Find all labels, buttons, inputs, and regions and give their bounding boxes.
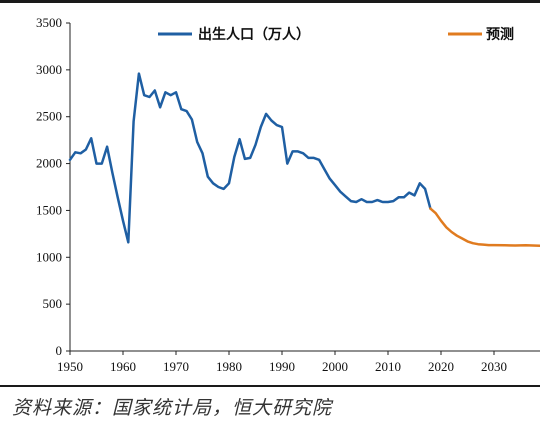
x-tick-label: 2020 xyxy=(428,359,454,374)
top-border xyxy=(0,0,540,3)
birth-population-line xyxy=(68,72,432,244)
x-tick-label: 1990 xyxy=(269,359,295,374)
y-tick-label: 1000 xyxy=(36,249,62,264)
x-tick-label: 1960 xyxy=(110,359,136,374)
y-tick-label: 3500 xyxy=(36,15,62,30)
birth-population-chart: 0 500 1000 1500 2000 2500 3000 3500 1950 1960 1970… xyxy=(36,15,540,374)
bottom-border xyxy=(0,385,540,387)
y-tick-label: 1500 xyxy=(36,202,62,217)
x-tick-label: 1970 xyxy=(163,359,189,374)
x-tick-label: 2000 xyxy=(322,359,348,374)
x-tick-label: 2010 xyxy=(375,359,401,374)
y-tick-label: 500 xyxy=(43,296,63,311)
y-tick-label: 3000 xyxy=(36,62,62,77)
forecast-line xyxy=(429,207,540,247)
y-tick-label: 2500 xyxy=(36,109,62,124)
y-tick-label: 2000 xyxy=(36,156,62,171)
legend-label: 出生人口（万人） xyxy=(198,26,310,43)
x-tick-label: 2030 xyxy=(481,359,507,374)
source-note: 资料来源：国家统计局，恒大研究院 xyxy=(12,397,333,419)
x-tick-label: 1980 xyxy=(216,359,242,374)
legend-label: 预测 xyxy=(486,26,514,43)
y-tick-label: 0 xyxy=(56,343,63,358)
x-tick-label: 1950 xyxy=(57,359,83,374)
